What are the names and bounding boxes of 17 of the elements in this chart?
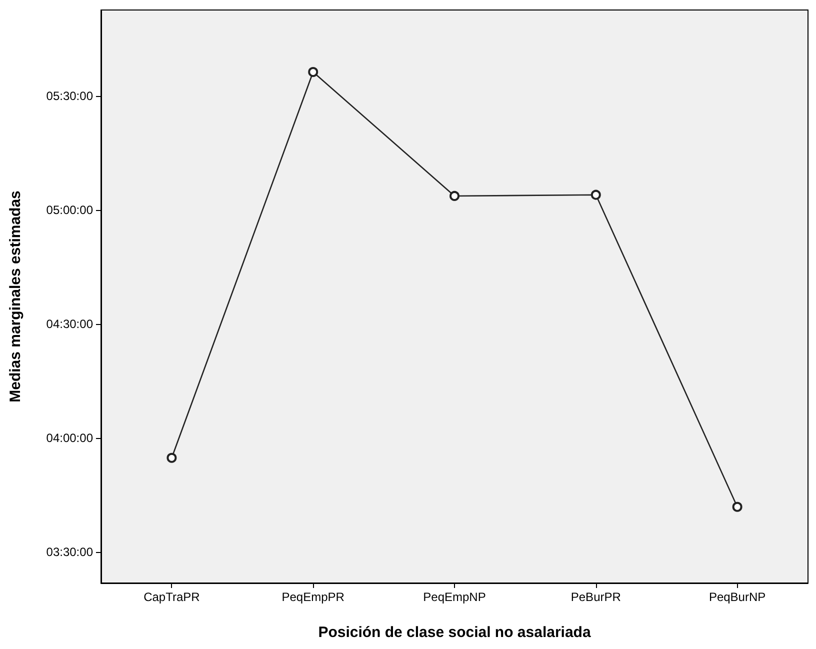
y-tick-label: 03:30:00 xyxy=(46,544,94,559)
x-tick-label: PeqBurNP xyxy=(708,590,766,604)
x-tick-label: CapTraPR xyxy=(144,590,200,604)
y-tick-label: 04:30:00 xyxy=(46,316,94,331)
x-tick-label: PeqEmpPR xyxy=(282,590,345,604)
point xyxy=(732,502,742,512)
y-axis-title: Medias marginales estimadas xyxy=(7,190,24,402)
point xyxy=(450,190,460,201)
x-tick-label: PeBurPR xyxy=(570,590,622,604)
y-tick-label: 05:30:00 xyxy=(46,88,94,103)
y-tick-label: 05:00:00 xyxy=(46,202,94,217)
x-axis-title: Posición de clase social no asalariada xyxy=(318,624,592,641)
y-tick-label: 04:00:00 xyxy=(46,430,94,445)
x-tick-label: PeqEmpNP xyxy=(423,590,486,604)
point xyxy=(166,452,177,463)
point xyxy=(590,190,601,200)
point xyxy=(308,66,318,77)
